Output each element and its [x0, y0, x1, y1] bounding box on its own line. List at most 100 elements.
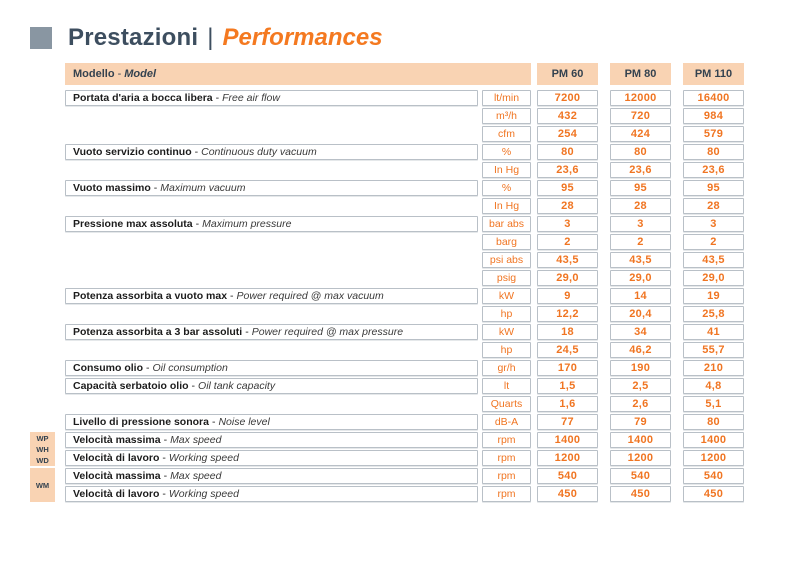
- model-label-separator: -: [117, 68, 122, 80]
- value-cell: 34: [610, 324, 671, 340]
- unit-cell: barg: [482, 234, 531, 250]
- value-cell: 254: [537, 126, 598, 142]
- badge-line: WM: [35, 480, 50, 490]
- value-cell: 20,4: [610, 306, 671, 322]
- value-cell: 2,5: [610, 378, 671, 394]
- value-cell: 450: [610, 486, 671, 502]
- model-label-en: Model: [124, 68, 157, 80]
- unit-cell: psi abs: [482, 252, 531, 268]
- table-row: In Hg 23,6 23,6 23,6: [65, 162, 744, 178]
- value-cell: 1400: [683, 432, 744, 448]
- value-cell: 80: [610, 144, 671, 160]
- unit-cell: rpm: [482, 432, 531, 448]
- value-cell: 9: [537, 288, 598, 304]
- value-cell: 984: [683, 108, 744, 124]
- row-label-empty: [65, 252, 478, 268]
- value-cell: 25,8: [683, 306, 744, 322]
- value-cell: 190: [610, 360, 671, 376]
- badge-line: WH: [36, 444, 49, 454]
- value-cell: 1200: [610, 450, 671, 466]
- row-label-empty: [65, 396, 478, 412]
- unit-cell: rpm: [482, 486, 531, 502]
- value-cell: 424: [610, 126, 671, 142]
- value-cell: 77: [537, 414, 598, 430]
- table-row: hp 12,2 20,4 25,8: [65, 306, 744, 322]
- column-header-pm80: PM 80: [610, 63, 671, 85]
- value-cell: 720: [610, 108, 671, 124]
- unit-cell: kW: [482, 288, 531, 304]
- value-cell: 1200: [537, 450, 598, 466]
- table-row: Potenza assorbita a 3 bar assoluti - Power…: [65, 324, 744, 340]
- table-row: Vuoto servizio continuo - Continuous duty …: [65, 144, 744, 160]
- row-label: Velocità di lavoro - Working speed: [65, 450, 478, 466]
- value-cell: 23,6: [610, 162, 671, 178]
- table-row: Velocità massima - Max speed rpm 1400 1400 140…: [65, 432, 744, 448]
- value-cell: 46,2: [610, 342, 671, 358]
- table-rows: Portata d'aria a bocca libera - Free air f…: [65, 90, 744, 502]
- row-label-empty: [65, 126, 478, 142]
- value-cell: 2: [610, 234, 671, 250]
- table-row: Potenza assorbita a vuoto max - Power requ…: [65, 288, 744, 304]
- value-cell: 4,8: [683, 378, 744, 394]
- value-cell: 24,5: [537, 342, 598, 358]
- value-cell: 18: [537, 324, 598, 340]
- value-cell: 3: [537, 216, 598, 232]
- row-label-empty: [65, 270, 478, 286]
- unit-cell: cfm: [482, 126, 531, 142]
- value-cell: 79: [610, 414, 671, 430]
- value-cell: 1400: [537, 432, 598, 448]
- table-header-row: Modello - Model PM 60 PM 80 PM 110: [65, 63, 744, 85]
- row-label-empty: [65, 342, 478, 358]
- value-cell: 95: [537, 180, 598, 196]
- table-row: Vuoto massimo - Maximum vacuum% 95 95 95: [65, 180, 744, 196]
- value-cell: 28: [683, 198, 744, 214]
- title-italian: Prestazioni: [68, 24, 199, 51]
- table-row: In Hg 28 28 28: [65, 198, 744, 214]
- row-label: Consumo olio - Oil consumption: [65, 360, 478, 376]
- table-row: psig 29,0 29,0 29,0: [65, 270, 744, 286]
- unit-cell: bar abs: [482, 216, 531, 232]
- row-label: Livello di pressione sonora - Noise level: [65, 414, 478, 430]
- value-cell: 28: [610, 198, 671, 214]
- value-cell: 80: [537, 144, 598, 160]
- value-cell: 540: [683, 468, 744, 484]
- unit-cell: hp: [482, 342, 531, 358]
- row-label: Pressione max assoluta - Maximum pressure: [65, 216, 478, 232]
- unit-cell: rpm: [482, 468, 531, 484]
- row-label: Vuoto servizio continuo - Continuous duty …: [65, 144, 478, 160]
- page-title: Prestazioni | Performances: [30, 24, 383, 52]
- table-row: cfm 254 424 579: [65, 126, 744, 142]
- row-label: Vuoto massimo - Maximum vacuum: [65, 180, 478, 196]
- value-cell: 19: [683, 288, 744, 304]
- title-english: Performances: [222, 24, 383, 51]
- value-cell: 2,6: [610, 396, 671, 412]
- table-row: Velocità di lavoro - Working speed rpm 450 45…: [65, 486, 744, 502]
- value-cell: 95: [610, 180, 671, 196]
- row-label-empty: [65, 306, 478, 322]
- value-cell: 12000: [610, 90, 671, 106]
- value-cell: 29,0: [610, 270, 671, 286]
- row-label: Potenza assorbita a vuoto max - Power requ…: [65, 288, 478, 304]
- unit-cell: Quarts: [482, 396, 531, 412]
- row-label-empty: [65, 108, 478, 124]
- badge-wp-wh-wd: WP WH WD: [30, 432, 55, 466]
- value-cell: 23,6: [683, 162, 744, 178]
- table-row: barg 2 2 2: [65, 234, 744, 250]
- unit-cell: lt/min: [482, 90, 531, 106]
- title-separator: |: [207, 24, 214, 51]
- row-label: Potenza assorbita a 3 bar assoluti - Power…: [65, 324, 478, 340]
- value-cell: 1,6: [537, 396, 598, 412]
- row-label: Portata d'aria a bocca libera - Free air f…: [65, 90, 478, 106]
- table-row: Velocità massima - Max speed rpm 540 540 540: [65, 468, 744, 484]
- value-cell: 2: [537, 234, 598, 250]
- value-cell: 579: [683, 126, 744, 142]
- value-cell: 12,2: [537, 306, 598, 322]
- unit-cell: In Hg: [482, 198, 531, 214]
- badge-line: WD: [36, 455, 49, 465]
- value-cell: 7200: [537, 90, 598, 106]
- value-cell: 80: [683, 144, 744, 160]
- value-cell: 2: [683, 234, 744, 250]
- model-label-it: Modello: [73, 68, 115, 80]
- badge-line: WP: [36, 433, 49, 443]
